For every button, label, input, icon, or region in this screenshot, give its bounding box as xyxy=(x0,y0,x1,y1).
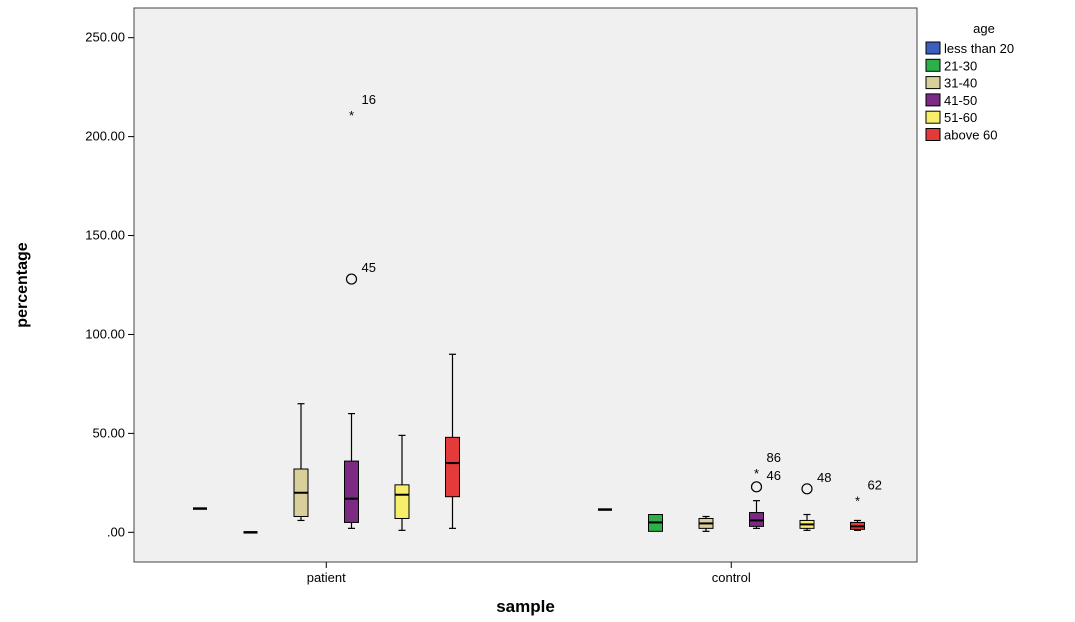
legend-label: 31-40 xyxy=(944,76,977,91)
y-tick-label: 250.00 xyxy=(85,30,125,45)
outlier-label: 48 xyxy=(817,470,831,485)
outlier-star: * xyxy=(349,108,354,123)
plot-area xyxy=(133,7,918,563)
legend-label: above 60 xyxy=(944,128,998,143)
outlier-label: 45 xyxy=(362,260,376,275)
y-tick-label: 150.00 xyxy=(85,228,125,243)
x-axis-title: sample xyxy=(496,597,555,616)
legend-title: age xyxy=(973,21,995,36)
outlier-label: 16 xyxy=(362,92,376,107)
legend-swatch xyxy=(925,110,941,124)
legend-swatch xyxy=(925,93,941,107)
box xyxy=(394,484,410,519)
legend-swatch xyxy=(925,41,941,55)
y-tick-label: .00 xyxy=(107,524,125,539)
outlier-star: * xyxy=(754,466,759,481)
y-axis-title: percentage xyxy=(14,242,31,327)
box xyxy=(445,436,460,498)
outlier-circle xyxy=(750,481,763,493)
box xyxy=(344,460,359,523)
outlier-label: 62 xyxy=(868,478,882,493)
x-tick-label: patient xyxy=(307,570,346,585)
y-tick-label: 50.00 xyxy=(92,425,125,440)
outlier-label: 86 xyxy=(767,450,781,465)
legend-swatch xyxy=(925,58,941,72)
legend-swatch xyxy=(925,128,941,141)
outlier-circle xyxy=(801,483,813,495)
y-tick-label: 200.00 xyxy=(85,129,125,144)
outlier-label: 46 xyxy=(767,468,781,483)
legend-swatch xyxy=(925,76,941,90)
legend-label: 41-50 xyxy=(944,93,977,108)
x-tick-label: control xyxy=(712,570,751,585)
legend-label: 21-30 xyxy=(944,58,977,73)
y-tick-label: 100.00 xyxy=(85,326,125,341)
legend-label: 51-60 xyxy=(944,110,977,125)
legend-label: less than 20 xyxy=(944,41,1014,56)
outlier-star: * xyxy=(855,494,860,509)
outlier-circle xyxy=(345,273,358,285)
